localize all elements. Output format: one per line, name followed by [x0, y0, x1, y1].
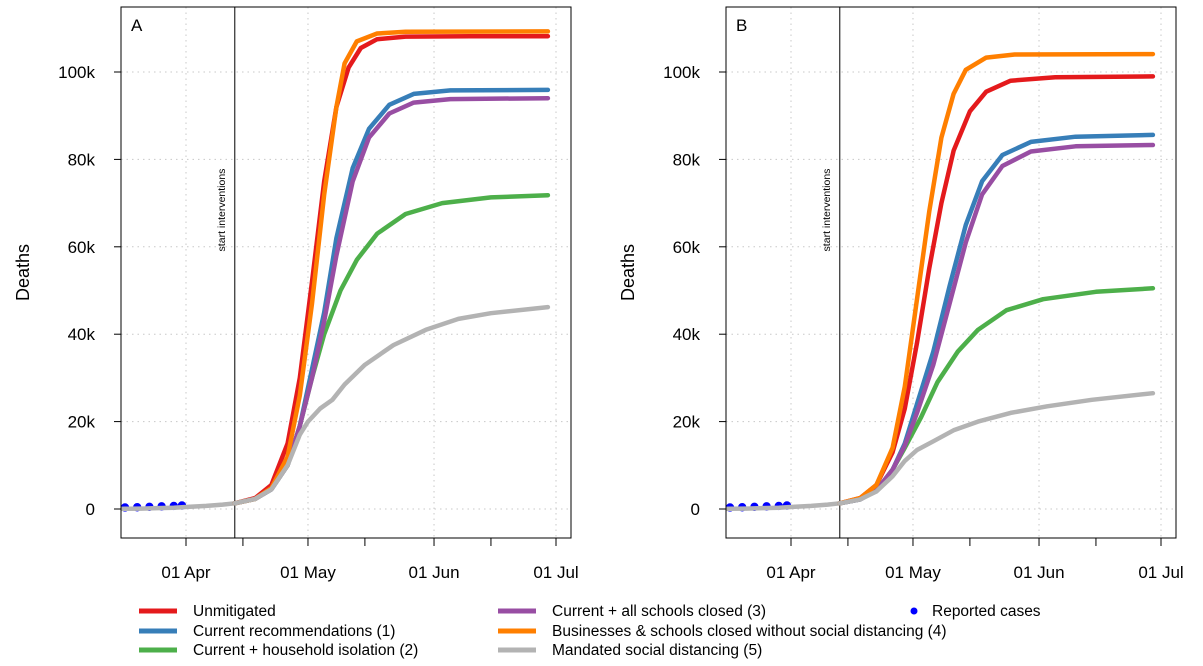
legend-item-reported-cases: Reported cases [910, 603, 1041, 620]
legend-item-current-recommendations-1: Current recommendations (1) [139, 623, 395, 640]
plot-frame [120, 6, 572, 539]
x-tick-label: 01 Apr [161, 563, 210, 582]
legend-label: Unmitigated [193, 603, 276, 620]
y-tick-label: 100k [58, 63, 95, 82]
y-tick-label: 20k [68, 413, 96, 432]
legend-label: Current + all schools closed (3) [552, 603, 766, 620]
start-interventions-label: start interventions [216, 169, 228, 252]
panel-letter: A [131, 16, 143, 35]
series-line-businesses-schools-closed-without-social-distancing-4 [837, 51, 1156, 506]
y-tick-label: 0 [86, 500, 95, 519]
series-line-current-all-schools-closed-3 [837, 142, 1156, 506]
x-tick-label: 01 Jun [408, 563, 459, 582]
reported-cases-point [72, 504, 80, 512]
plot-area [677, 51, 1156, 512]
legend-label: Reported cases [932, 603, 1041, 620]
series-line-pre-intervention [121, 501, 238, 512]
legend-marker [910, 607, 918, 615]
y-tick-label: 60k [68, 238, 96, 257]
legend-label: Businesses & schools closed without soci… [552, 623, 947, 640]
series-line-mandated-social-distancing-5 [232, 304, 551, 506]
legend-item-businesses-schools-closed-without-social-distancing-4: Businesses & schools closed without soci… [498, 623, 947, 640]
y-tick-label: 60k [673, 238, 701, 257]
x-tick-label: 01 May [885, 563, 941, 582]
y-tick-label: 0 [691, 500, 700, 519]
grid [121, 7, 571, 538]
panel-letter: B [736, 16, 747, 35]
x-tick-label: 01 Jul [533, 563, 578, 582]
panel-a: 0 20k 40k 60k 80k 100k 01 Apr 01 May 01 Jun 01 Ju… [13, 6, 579, 582]
legend: Unmitigated Current recommendations (1) Cu… [139, 603, 1041, 659]
reported-cases-point [109, 503, 117, 511]
x-tick-label: 01 Jun [1013, 563, 1064, 582]
y-axis-title: Deaths [13, 244, 33, 301]
y-tick-label: 40k [673, 325, 701, 344]
panel-b: 0 20k 40k 60k 80k 100k 01 Apr 01 May 01 Jun 01 Ju… [618, 6, 1184, 582]
grid [726, 7, 1176, 538]
x-tick-label: 01 May [280, 563, 336, 582]
series-line-current-recommendations-1 [232, 87, 551, 506]
legend-label: Current recommendations (1) [193, 623, 395, 640]
series-line-pre-intervention [726, 501, 843, 512]
plot-area [72, 29, 551, 512]
y-tick-label: 40k [68, 325, 96, 344]
series-line-current-household-isolation-2 [837, 286, 1156, 506]
start-interventions-label: start interventions [821, 169, 833, 252]
legend-item-mandated-social-distancing-5: Mandated social distancing (5) [498, 642, 762, 659]
legend-label: Mandated social distancing (5) [552, 642, 762, 659]
y-tick-label: 20k [673, 413, 701, 432]
legend-label: Current + household isolation (2) [193, 642, 418, 659]
y-tick-label: 100k [663, 63, 700, 82]
reported-cases-point [714, 503, 722, 511]
legend-item-current-all-schools-closed-3: Current + all schools closed (3) [498, 603, 766, 620]
y-axis-title: Deaths [618, 244, 638, 301]
y-tick-label: 80k [673, 150, 701, 169]
x-tick-label: 01 Apr [766, 563, 815, 582]
reported-cases-point [677, 504, 685, 512]
y-tick-label: 80k [68, 150, 96, 169]
legend-item-current-household-isolation-2: Current + household isolation (2) [139, 642, 418, 659]
reported-cases-point [96, 504, 104, 512]
plot-frame [725, 6, 1177, 539]
series-line-mandated-social-distancing-5 [837, 390, 1156, 506]
reported-cases-point [701, 504, 709, 512]
x-tick-label: 01 Jul [1138, 563, 1183, 582]
legend-item-unmitigated: Unmitigated [139, 603, 276, 620]
